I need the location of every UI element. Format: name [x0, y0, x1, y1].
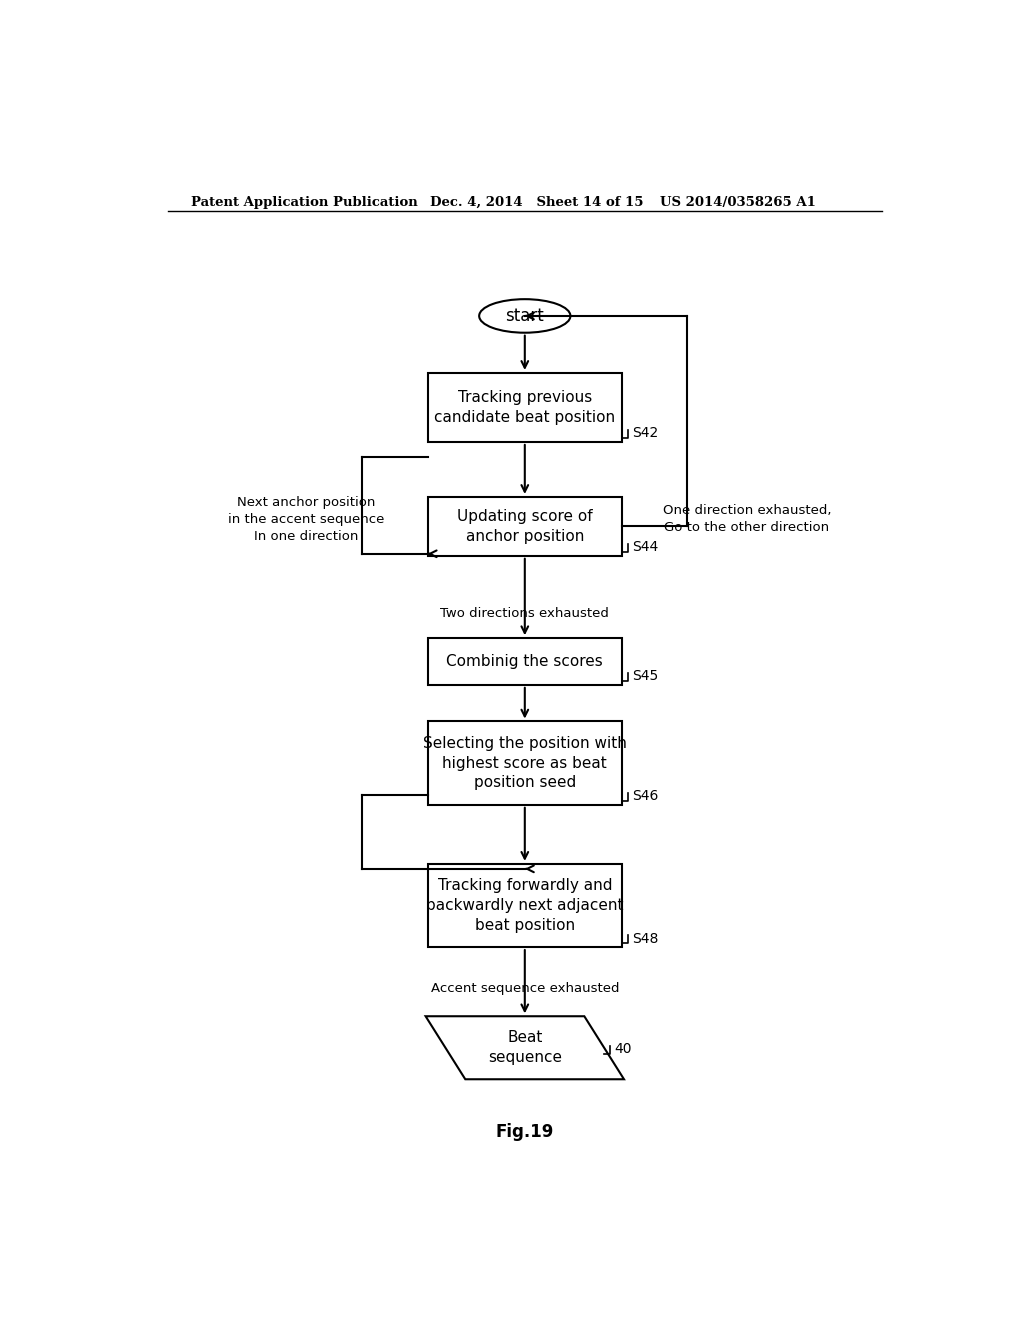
Text: S42: S42 — [632, 426, 658, 441]
Text: Combinig the scores: Combinig the scores — [446, 653, 603, 669]
Bar — [428, 638, 622, 685]
Text: Updating score of
anchor position: Updating score of anchor position — [457, 510, 593, 544]
Text: US 2014/0358265 A1: US 2014/0358265 A1 — [659, 195, 815, 209]
Bar — [428, 372, 622, 442]
Text: S44: S44 — [632, 540, 658, 554]
Text: S48: S48 — [632, 932, 658, 945]
Text: Two directions exhausted: Two directions exhausted — [440, 607, 609, 620]
Text: S45: S45 — [632, 669, 658, 684]
Text: Dec. 4, 2014   Sheet 14 of 15: Dec. 4, 2014 Sheet 14 of 15 — [430, 195, 643, 209]
Text: S46: S46 — [632, 789, 658, 804]
Text: Tracking forwardly and
backwardly next adjacent
beat position: Tracking forwardly and backwardly next a… — [426, 878, 624, 933]
Text: Beat
sequence: Beat sequence — [487, 1031, 562, 1065]
Text: Patent Application Publication: Patent Application Publication — [191, 195, 418, 209]
Text: Fig.19: Fig.19 — [496, 1123, 554, 1140]
Text: Tracking previous
candidate beat position: Tracking previous candidate beat positio… — [434, 389, 615, 425]
Text: Next anchor position
in the accent sequence
In one direction: Next anchor position in the accent seque… — [228, 496, 385, 543]
Text: Accent sequence exhausted: Accent sequence exhausted — [430, 982, 620, 995]
Bar — [428, 496, 622, 556]
Bar — [428, 722, 622, 805]
Text: Selecting the position with
highest score as beat
position seed: Selecting the position with highest scor… — [423, 735, 627, 791]
Text: 40: 40 — [613, 1043, 632, 1056]
Text: One direction exhausted,
Go to the other direction: One direction exhausted, Go to the other… — [663, 504, 831, 535]
Bar — [428, 863, 622, 948]
Text: start: start — [506, 308, 544, 325]
